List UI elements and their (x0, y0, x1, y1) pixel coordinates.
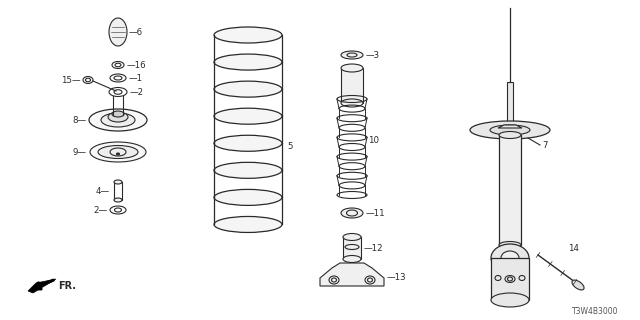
Ellipse shape (108, 112, 128, 122)
Ellipse shape (109, 18, 127, 46)
Polygon shape (498, 125, 522, 128)
Text: 5: 5 (287, 142, 292, 151)
Text: 2—: 2— (93, 205, 107, 214)
Ellipse shape (214, 27, 282, 43)
Text: —13: —13 (387, 274, 406, 283)
Ellipse shape (341, 99, 363, 107)
Ellipse shape (343, 255, 361, 262)
Polygon shape (28, 279, 56, 293)
Ellipse shape (116, 153, 120, 155)
Ellipse shape (89, 109, 147, 131)
Text: 10: 10 (368, 135, 379, 145)
Text: —1: —1 (129, 74, 143, 83)
Bar (491, 258, 529, 300)
Ellipse shape (98, 146, 138, 158)
Text: —12: —12 (364, 244, 383, 252)
Ellipse shape (214, 108, 282, 124)
Polygon shape (320, 263, 384, 286)
Ellipse shape (341, 208, 363, 218)
Text: —2: —2 (130, 87, 144, 97)
Ellipse shape (491, 293, 529, 307)
Ellipse shape (101, 113, 135, 127)
Ellipse shape (214, 135, 282, 151)
Ellipse shape (114, 198, 122, 202)
Ellipse shape (214, 162, 282, 178)
Bar (114, 182, 122, 200)
Ellipse shape (90, 142, 146, 162)
Text: 8—: 8— (72, 116, 86, 124)
Bar (507, 82, 513, 125)
Text: —11: —11 (366, 209, 386, 218)
Text: 15—: 15— (61, 76, 81, 84)
Ellipse shape (114, 180, 122, 184)
Text: —6: —6 (129, 28, 143, 36)
Ellipse shape (491, 244, 529, 272)
Text: —3: —3 (366, 51, 380, 60)
Text: FR.: FR. (58, 281, 76, 291)
Ellipse shape (214, 81, 282, 97)
Text: 4—: 4— (96, 187, 110, 196)
Ellipse shape (214, 54, 282, 70)
Ellipse shape (470, 121, 550, 139)
Text: —16: —16 (127, 60, 147, 69)
Bar (341, 68, 363, 103)
Bar (499, 135, 521, 245)
Text: 9—: 9— (72, 148, 86, 156)
Ellipse shape (499, 132, 521, 139)
Bar (343, 237, 361, 259)
Ellipse shape (112, 111, 124, 117)
Text: 7: 7 (542, 140, 547, 149)
Text: 14: 14 (568, 244, 579, 252)
Ellipse shape (499, 242, 521, 249)
Ellipse shape (572, 280, 584, 290)
Text: T3W4B3000: T3W4B3000 (572, 308, 618, 316)
Ellipse shape (501, 251, 519, 265)
Ellipse shape (214, 189, 282, 205)
Ellipse shape (341, 64, 363, 72)
Ellipse shape (341, 51, 363, 59)
Ellipse shape (490, 125, 530, 135)
Ellipse shape (343, 234, 361, 241)
Ellipse shape (214, 216, 282, 232)
